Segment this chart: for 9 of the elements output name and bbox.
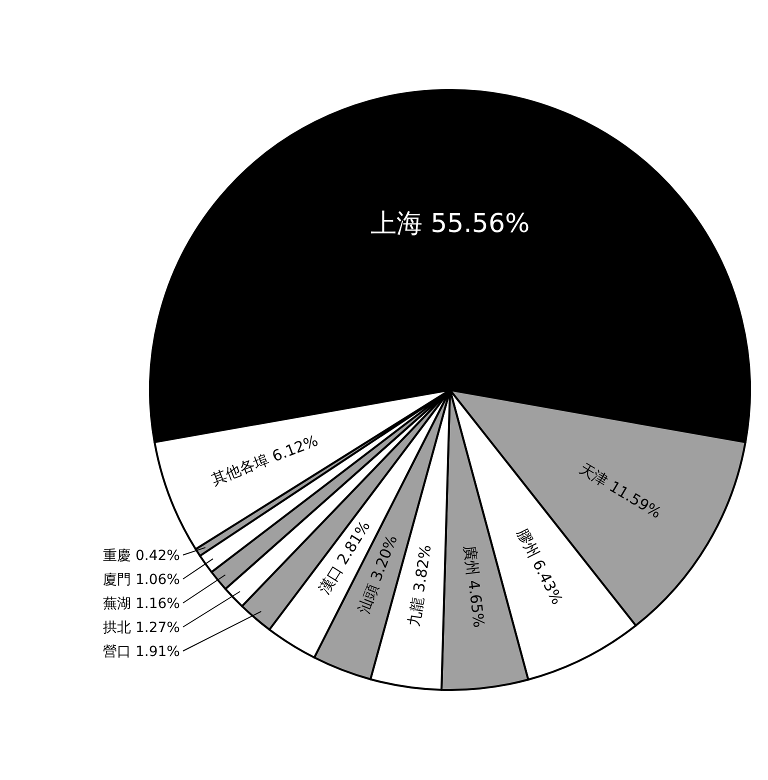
slice-label: 廣州 4.65% [460, 544, 488, 629]
slice-label: 廈門 1.06% [103, 572, 180, 588]
slice-label: 上海 55.56% [370, 209, 530, 240]
slice-label: 其他各埠 6.12% [209, 432, 321, 489]
slice-label: 九龍 3.82% [404, 544, 435, 628]
slice-label: 營口 1.91% [103, 644, 180, 660]
slice-label: 拱北 1.27% [103, 620, 180, 636]
slice-label: 重慶 0.42% [103, 548, 180, 564]
slice-label: 蕪湖 1.16% [103, 596, 180, 612]
